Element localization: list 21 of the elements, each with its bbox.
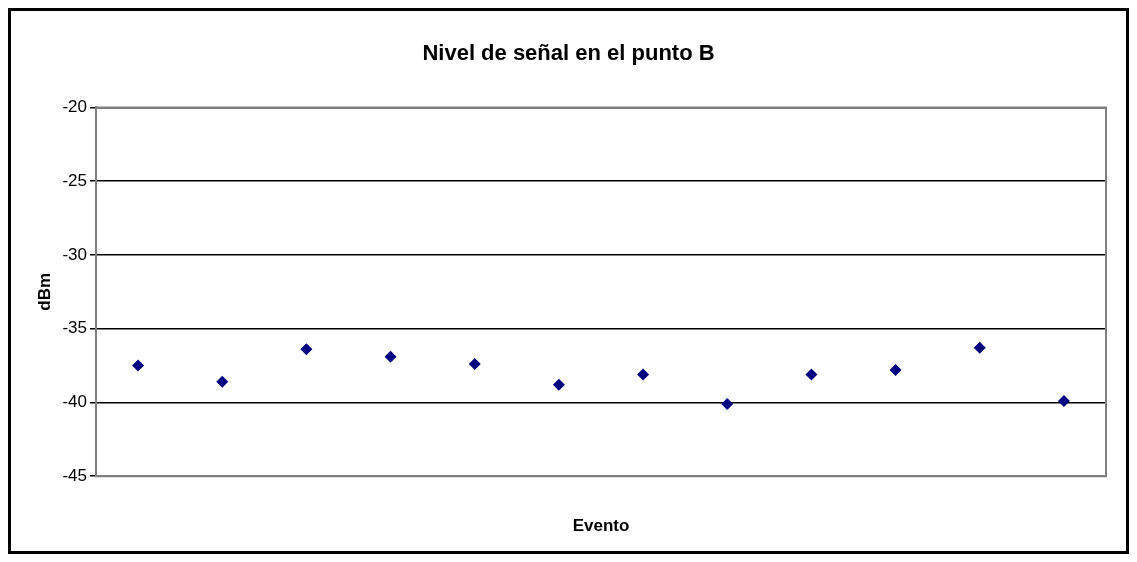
x-axis-title: Evento xyxy=(572,516,630,536)
point xyxy=(805,368,818,381)
point xyxy=(1057,394,1070,407)
point xyxy=(889,363,902,376)
point xyxy=(384,350,397,363)
point xyxy=(216,375,229,388)
y-tick-label: -45 xyxy=(62,465,87,485)
point xyxy=(637,368,650,381)
point xyxy=(300,343,313,356)
point xyxy=(552,378,565,391)
y-tick-label: -25 xyxy=(62,170,87,190)
y-tick-label: -20 xyxy=(62,97,87,117)
y-axis-title: dBm xyxy=(34,272,54,311)
point xyxy=(721,397,734,410)
y-tick-label: -40 xyxy=(62,392,87,412)
point xyxy=(973,341,986,354)
point xyxy=(132,359,145,372)
chart-title: Nivel de señal en el punto B xyxy=(422,40,715,66)
y-tick-label: -35 xyxy=(62,318,87,338)
y-tick-label: -30 xyxy=(62,244,87,264)
point xyxy=(468,358,481,371)
